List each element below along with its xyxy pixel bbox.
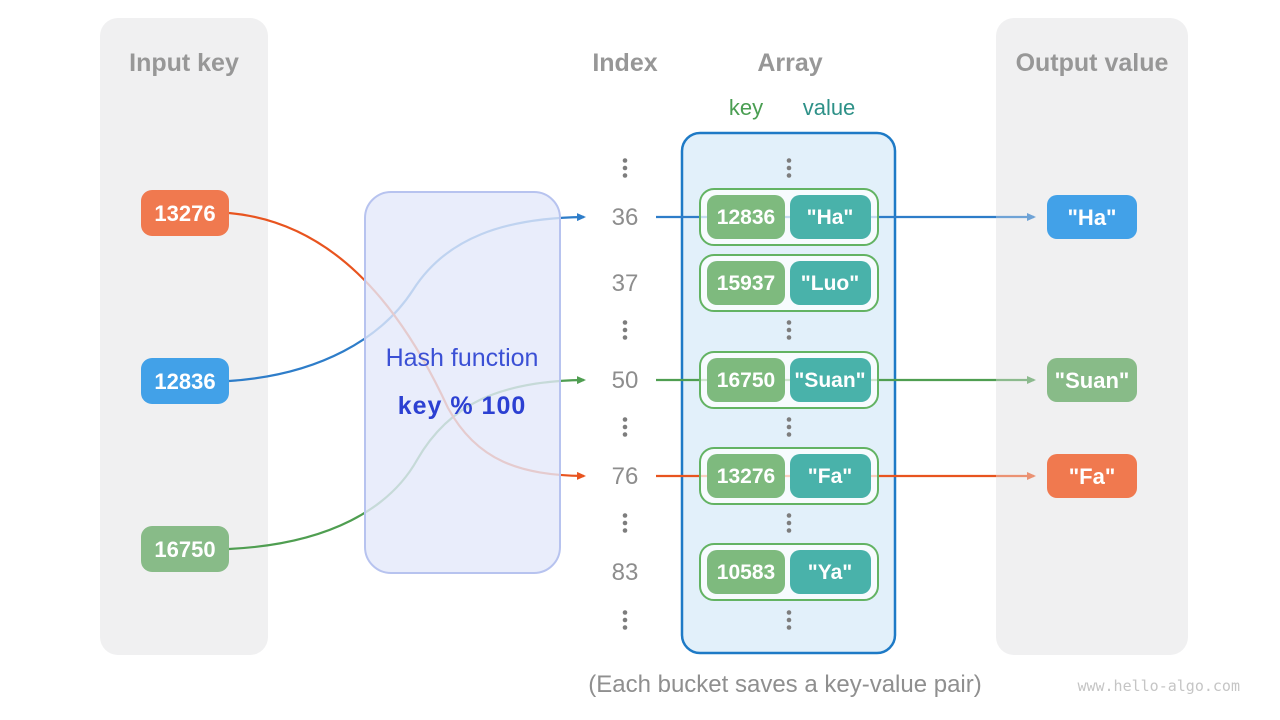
bucket-value-badge xyxy=(790,550,871,594)
index-ellipsis-dots xyxy=(622,158,628,630)
bucket-index-36: 12836 "Ha" xyxy=(699,188,879,246)
caption: (Each bucket saves a key-value pair) xyxy=(588,671,982,698)
bucket-index-76: 13276 "Fa" xyxy=(699,447,879,505)
array-ellipsis-dots xyxy=(786,158,792,630)
bucket-index-50: 16750 "Suan" xyxy=(699,351,879,409)
index-76: 76 xyxy=(612,463,639,490)
output-panel-title: Output value xyxy=(1016,49,1169,77)
input-panel-title: Input key xyxy=(129,49,239,77)
bucket-value: "Fa" xyxy=(808,465,852,488)
bucket-key: 15937 xyxy=(717,272,775,295)
bucket-key: 13276 xyxy=(717,465,775,488)
output-value-fa: "Fa" xyxy=(1047,454,1137,498)
bucket-key: 16750 xyxy=(717,369,775,392)
bucket-value: "Luo" xyxy=(801,272,859,295)
bucket-value-badge xyxy=(790,261,871,305)
index-36: 36 xyxy=(612,204,639,231)
bucket-key-badge xyxy=(707,454,785,498)
bucket-value: "Ha" xyxy=(807,206,854,229)
array-value-header: value xyxy=(803,95,856,120)
input-key-label: 13276 xyxy=(154,201,215,226)
bucket-index-83: 10583 "Ya" xyxy=(699,543,879,601)
bucket-key-badge xyxy=(707,550,785,594)
output-badge xyxy=(1047,454,1137,498)
bucket-key-badge xyxy=(707,195,785,239)
watermark: www.hello-algo.com xyxy=(1077,677,1240,695)
bucket-value-badge xyxy=(790,358,871,402)
input-key-16750: 16750 xyxy=(141,526,229,572)
input-key-12836: 12836 xyxy=(141,358,229,404)
output-value-panel xyxy=(996,18,1188,655)
input-key-badge xyxy=(141,526,229,572)
bucket-index-37: 15937 "Luo" xyxy=(699,254,879,312)
output-value-ha: "Ha" xyxy=(1047,195,1137,239)
bucket-value-badge xyxy=(790,454,871,498)
bucket-key-badge xyxy=(707,261,785,305)
bucket-value-badge xyxy=(790,195,871,239)
input-key-13276: 13276 xyxy=(141,190,229,236)
array-panel-title: Array xyxy=(757,49,822,77)
hash-function-box xyxy=(364,191,561,574)
output-value-suan: "Suan" xyxy=(1047,358,1137,402)
index-column-title: Index xyxy=(592,49,657,77)
hash-function-formula: key % 100 xyxy=(398,392,527,420)
output-label: "Suan" xyxy=(1055,368,1130,393)
bucket-key: 12836 xyxy=(717,206,775,229)
output-label: "Ha" xyxy=(1068,205,1117,230)
bucket-value: "Ya" xyxy=(808,561,852,584)
output-label: "Fa" xyxy=(1069,464,1116,489)
index-37: 37 xyxy=(612,270,639,297)
input-key-badge xyxy=(141,190,229,236)
index-50: 50 xyxy=(612,367,639,394)
bucket-key-badge xyxy=(707,358,785,402)
output-badge xyxy=(1047,358,1137,402)
bucket-value: "Suan" xyxy=(794,369,865,392)
input-key-label: 16750 xyxy=(154,537,215,562)
bucket-key: 10583 xyxy=(717,561,775,584)
array-key-header: key xyxy=(729,95,763,120)
hash-function-label: Hash function xyxy=(386,344,539,372)
input-key-badge xyxy=(141,358,229,404)
input-key-label: 12836 xyxy=(154,369,215,394)
input-key-panel xyxy=(100,18,268,655)
output-badge xyxy=(1047,195,1137,239)
index-83: 83 xyxy=(612,559,639,586)
